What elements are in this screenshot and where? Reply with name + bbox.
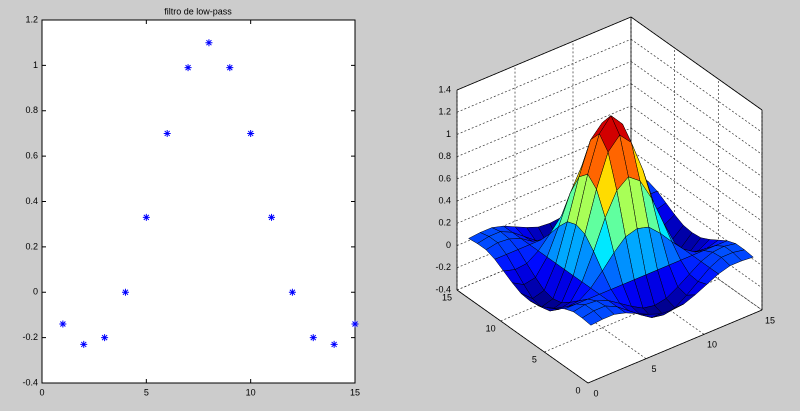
z-tick-label: 0.8 [438, 151, 451, 161]
y-tick-label: 0.2 [25, 241, 38, 251]
y-tick-label: 10 [486, 323, 496, 333]
marker [330, 340, 338, 348]
marker [142, 213, 150, 221]
grid-line [630, 83, 763, 177]
x-tick-label: 15 [350, 387, 360, 397]
marker [268, 213, 276, 221]
x-tick-label: 15 [765, 315, 775, 325]
marker [309, 334, 317, 342]
x-tick-label: 0 [39, 387, 44, 397]
marker [59, 320, 67, 328]
marker [351, 320, 359, 328]
axis-line [587, 309, 763, 384]
y-tick-label: 0.4 [25, 196, 38, 206]
grid-line [630, 150, 763, 244]
axis-line [630, 16, 763, 111]
axes-box [41, 19, 356, 384]
y-tick-label: 0.6 [25, 151, 38, 161]
z-tick-label: 1.2 [438, 107, 451, 117]
marker [101, 334, 109, 342]
y-tick-label: -0.4 [22, 377, 38, 387]
y-tick-label: 0.8 [25, 105, 38, 115]
y-tick-label: 0 [575, 385, 580, 395]
z-tick-label: -0.4 [435, 284, 451, 294]
grid-line [630, 105, 763, 200]
grid-line [456, 38, 632, 113]
marker [247, 129, 255, 137]
grid-line [630, 38, 763, 133]
grid-line [630, 61, 763, 155]
y-tick-label: 0 [33, 287, 38, 297]
y-tick-label: 15 [442, 292, 452, 302]
z-tick-label: 0.6 [438, 173, 451, 183]
x-tick-label: 10 [246, 387, 256, 397]
grid-line [456, 61, 632, 135]
grid-line [456, 83, 632, 157]
marker [163, 129, 171, 137]
marker [226, 64, 234, 72]
z-tick-label: 0.2 [438, 218, 451, 228]
x-tick-label: 0 [593, 388, 598, 398]
surface-face [581, 310, 603, 326]
grid-line [630, 127, 763, 222]
z-tick-label: 0.4 [438, 195, 451, 205]
x-tick-label: 5 [651, 364, 656, 374]
y-tick-label: 1.2 [25, 14, 38, 24]
y-tick-label: 1 [33, 60, 38, 70]
z-tick-label: -0.2 [435, 262, 451, 272]
z-tick-label: 1 [446, 129, 451, 139]
grid-line [456, 105, 632, 180]
marker [121, 288, 129, 296]
z-tick-label: 0 [446, 240, 451, 250]
y-tick-label: -0.2 [22, 332, 38, 342]
chart-title: filtro de low-pass [164, 6, 232, 16]
x-tick-label: 10 [707, 340, 717, 350]
axis-line [456, 16, 632, 91]
y-tick-label: 5 [532, 354, 537, 364]
axis-line [456, 289, 589, 384]
marker [80, 340, 88, 348]
z-tick-label: 1.4 [438, 84, 451, 94]
marker [184, 64, 192, 72]
x-tick-label: 5 [144, 387, 149, 397]
marker [288, 288, 296, 296]
marker [205, 39, 213, 47]
